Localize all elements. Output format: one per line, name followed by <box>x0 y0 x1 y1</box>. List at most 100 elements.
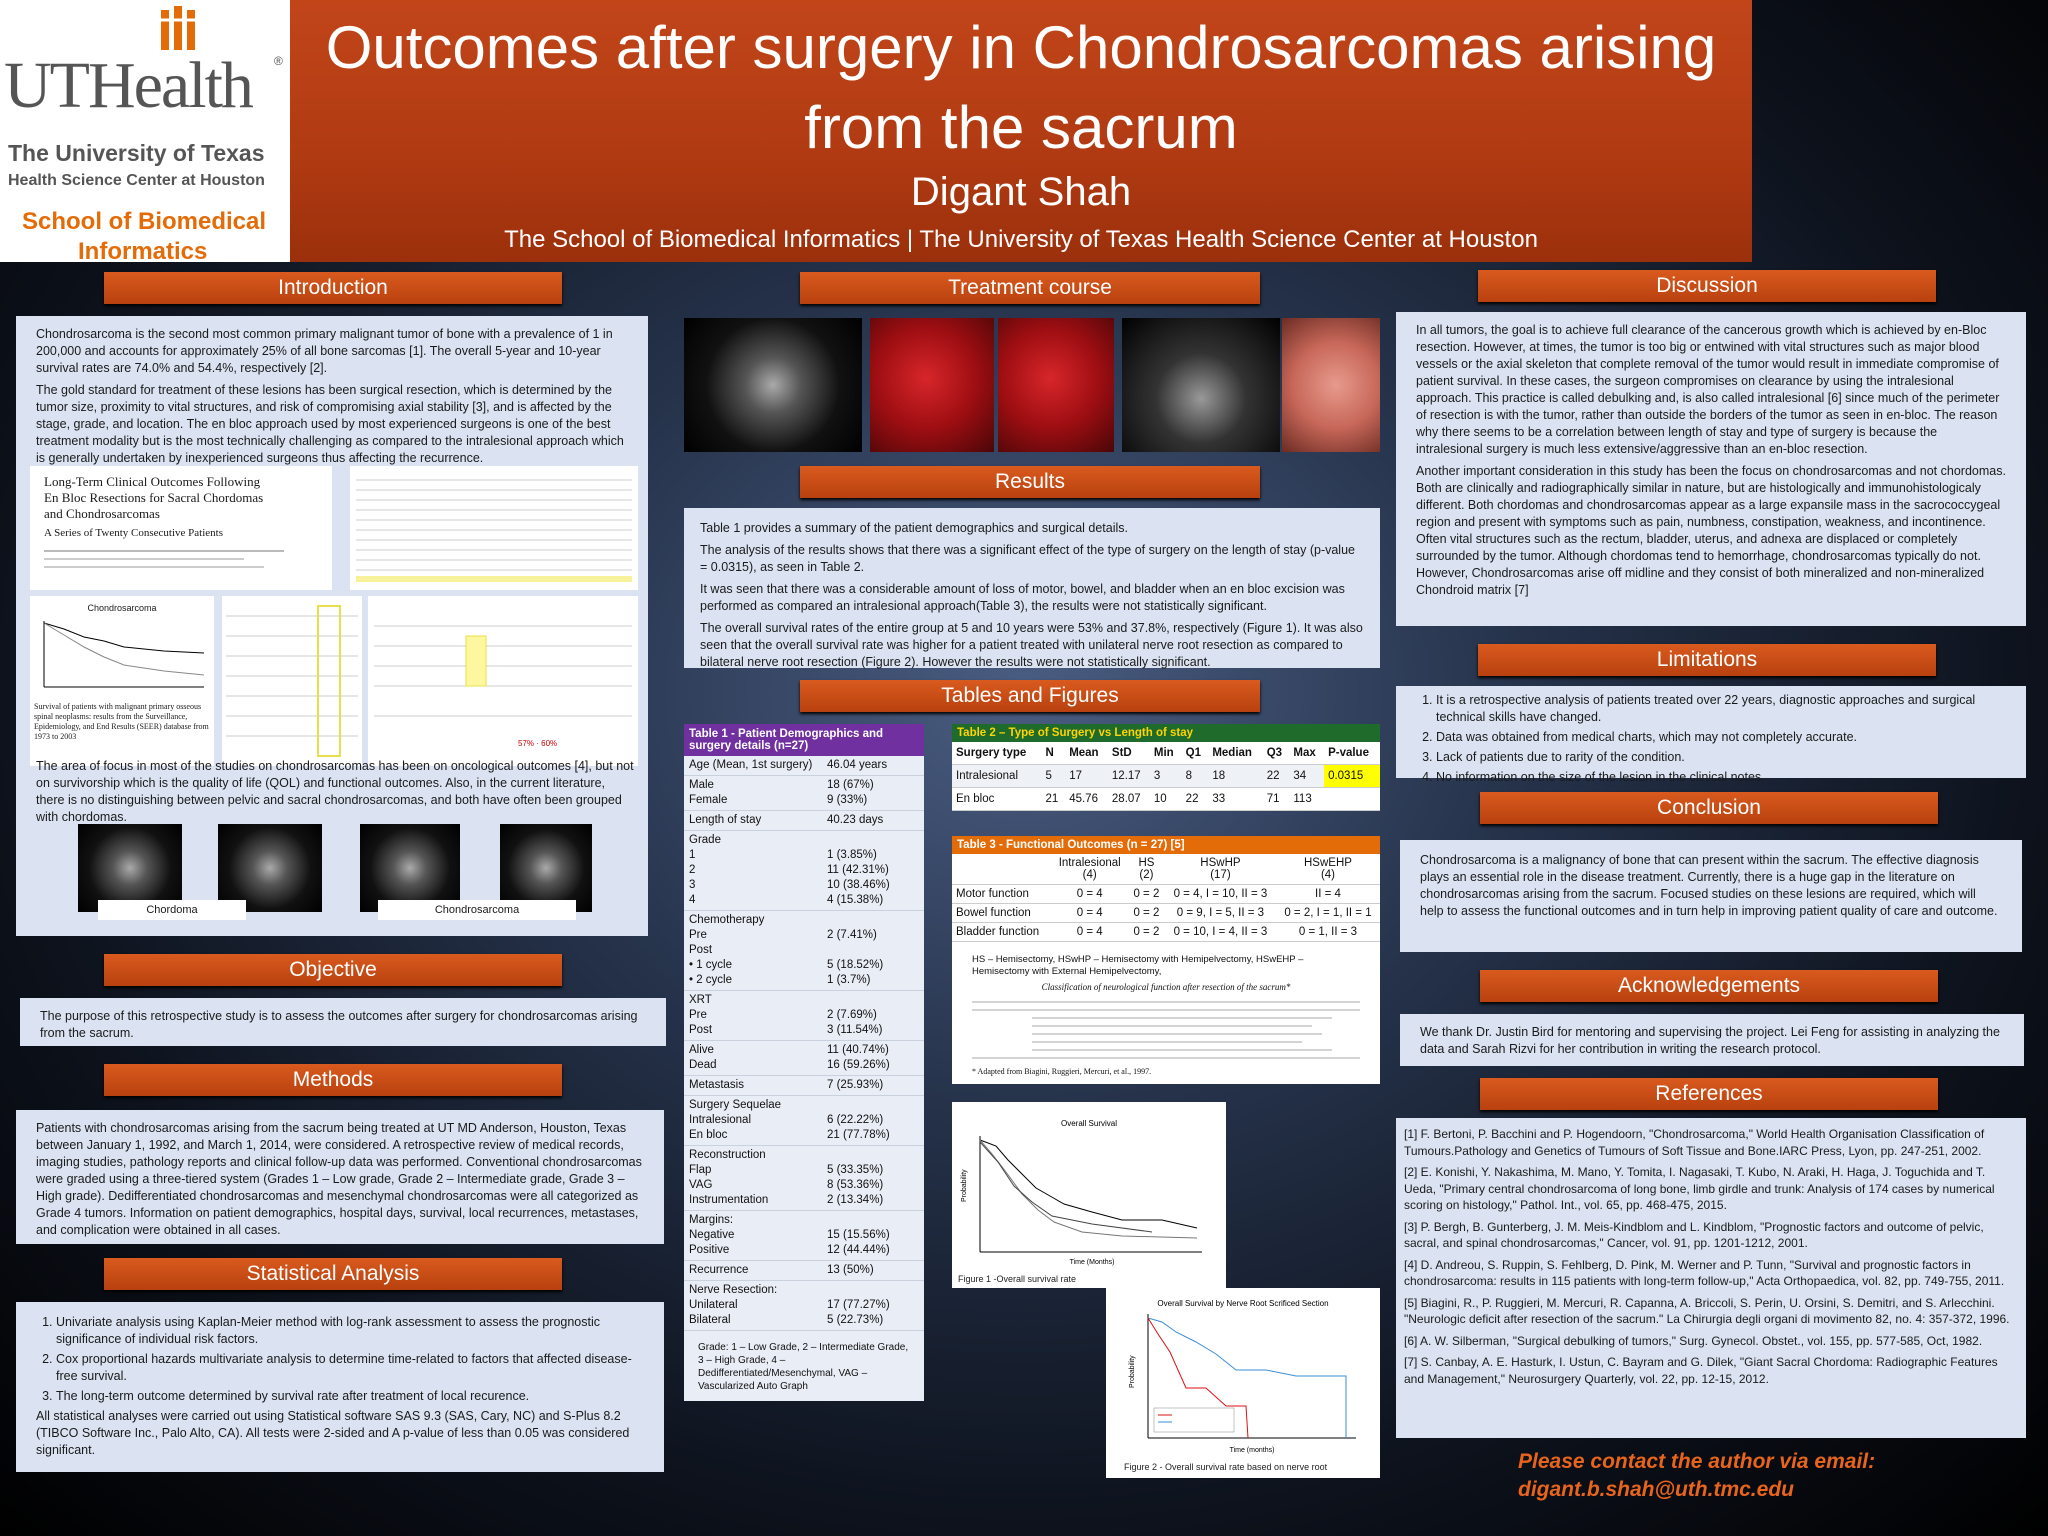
chondrosarcoma-scan-1 <box>360 824 460 912</box>
table2-cell: 0.0315 <box>1324 764 1380 788</box>
table2-header-cell: StD <box>1107 742 1150 765</box>
table1-label: Metastasis <box>684 1075 822 1096</box>
figure1-plot: Overall Survival Time (Months) Probabili… <box>961 1119 1202 1266</box>
survival-chart-title: Chondrosarcoma <box>87 603 157 613</box>
table2-cell: 8 <box>1181 764 1209 788</box>
table2-cell: 12.17 <box>1107 764 1150 788</box>
chordoma-scan-2 <box>218 824 322 912</box>
classification-table <box>952 994 1380 1067</box>
table1-label: Age (Mean, 1st surgery) <box>684 756 822 776</box>
results-p1: Table 1 provides a summary of the patien… <box>700 521 1129 535</box>
table3-cell: 0 = 10, I = 4, II = 3 <box>1164 922 1276 942</box>
table2-cell: 10 <box>1149 787 1182 811</box>
survival-chart-caption: Survival of patients with malignant prim… <box>34 702 209 741</box>
results-box: Table 1 provides a summary of the patien… <box>684 508 1380 669</box>
table3-functional-outcomes: Table 3 - Functional Outcomes (n = 27) [… <box>952 836 1380 1084</box>
table2-cell: 17 <box>1065 764 1108 788</box>
table3-body: Intralesional (4) HS (2) HSwHP (17) HSwEHP … <box>952 854 1380 942</box>
paper-table2-snippet <box>222 596 362 766</box>
reference-1: [1] F. Bertoni, P. Bacchini and P. Hogen… <box>1404 1127 1985 1158</box>
reference-7: [7] S. Canbay, A. E. Hasturk, I. Ustun, … <box>1404 1355 1998 1386</box>
table3-cell: 0 = 2, I = 1, II = 1 <box>1275 903 1380 923</box>
stat-item-2: Cox proportional hazards multivariate an… <box>56 1351 644 1385</box>
introduction-box: Chondrosarcoma is the second most common… <box>16 316 648 936</box>
table2-header-cell: Max <box>1289 742 1325 765</box>
table2-header-row: Surgery type N Mean StD Min Q1 Median Q3 Max P-va… <box>952 742 1380 765</box>
statistical-header: Statistical Analysis <box>104 1258 562 1290</box>
table1-value: 17 (77.27%) 5 (22.73%) <box>822 1280 924 1331</box>
paper-title: Long-Term Clinical Outcomes Following En… <box>44 474 264 521</box>
logo-line4: Informatics <box>78 238 208 262</box>
table1-row: Male Female 18 (67%) 9 (33%) <box>684 775 924 811</box>
contact-email[interactable]: digant.b.shah@uth.tmc.edu <box>1518 1478 1794 1501</box>
figure1-overall-survival: Overall Survival Time (Months) Probabili… <box>952 1102 1226 1288</box>
paper-snippet: Long-Term Clinical Outcomes Following En… <box>30 466 332 590</box>
discussion-header: Discussion <box>1478 270 1936 302</box>
limitations-header: Limitations <box>1478 644 1936 676</box>
table3-header-row: Intralesional (4) HS (2) HSwHP (17) HSwEHP … <box>952 854 1380 885</box>
chordoma-label: Chordoma <box>98 900 246 920</box>
figure2-caption: Figure 2 - Overall survival rate based o… <box>1124 1462 1328 1472</box>
table2-header-cell: Mean <box>1065 742 1108 765</box>
reference-3: [3] P. Bergh, B. Gunterberg, J. M. Meis-… <box>1404 1219 1984 1251</box>
table2-surgery-vs-stay: Table 2 – Type of Surgery vs Length of s… <box>952 724 1380 811</box>
table1-value: 40.23 days <box>822 810 924 831</box>
table2-cell: 45.76 <box>1065 787 1108 811</box>
treatment-header: Treatment course <box>800 272 1260 304</box>
table2-cell: 34 <box>1289 764 1325 788</box>
table2-cell: 28.07 <box>1107 787 1150 811</box>
chondrosarcoma-survival-chart: Chondrosarcoma Survival of patients with… <box>30 596 214 766</box>
table3-cell: 0 = 4 <box>1051 922 1128 942</box>
table3-cell: 0 = 4 <box>1051 884 1128 904</box>
table3-cell: 0 = 2 <box>1127 903 1165 923</box>
figure2-plot: Overall Survival by Nerve Root Scrificed… <box>1129 1299 1356 1454</box>
limitation-1: It is a retrospective analysis of patien… <box>1436 692 2006 726</box>
table1-label: Alive Dead <box>684 1040 822 1076</box>
table1-label: Male Female <box>684 775 822 811</box>
table1-row: Recurrence 13 (50%) <box>684 1260 924 1281</box>
limitations-list: It is a retrospective analysis of patien… <box>1436 692 2006 786</box>
surgical-specimen-image <box>870 318 994 452</box>
table3-header-cell: Intralesional (4) <box>1051 854 1128 885</box>
table1-label: Margins: Negative Positive <box>684 1210 822 1261</box>
stat-paragraph: All statistical analyses were carried ou… <box>36 1409 630 1457</box>
poster-title: Outcomes after surgery in Chondrosarcoma… <box>290 8 1752 168</box>
table1-row: XRT Pre Post 2 (7.69%) 3 (11.54%) <box>684 990 924 1041</box>
table1-row: Metastasis 7 (25.93%) <box>684 1075 924 1096</box>
results-header: Results <box>800 466 1260 498</box>
uthealth-logo: UTHealth ® The University of Texas Healt… <box>0 0 290 262</box>
table3-header-cell: HSwHP (17) <box>1164 854 1276 885</box>
logo-line2: Health Science Center at Houston <box>8 172 265 189</box>
objective-header: Objective <box>104 954 562 986</box>
figure1-title: Overall Survival <box>1061 1119 1117 1128</box>
table1-value: 13 (50%) <box>822 1260 924 1281</box>
results-p3: It was seen that there was a considerabl… <box>700 582 1345 613</box>
table1-label: Reconstruction Flap VAG Instrumentation <box>684 1145 822 1211</box>
intro-p3: The area of focus in most of the studies… <box>36 759 634 824</box>
discussion-box: In all tumors, the goal is to achieve fu… <box>1396 312 2026 626</box>
classification-note: * Adapted from Biagini, Ruggieri, Mercur… <box>972 1067 1152 1076</box>
references-header: References <box>1480 1078 1938 1110</box>
table3-header-cell: HSwEHP (4) <box>1275 854 1380 885</box>
table1-row: Grade 1 2 3 4 1 (3.85%) 11 (42.31%) 10 (… <box>684 830 924 911</box>
table1-label: Length of stay <box>684 810 822 831</box>
limitation-4: No information on the size of the lesion… <box>1436 769 2006 786</box>
table1-value: 2 (7.41%) 5 (18.52%) 1 (3.7%) <box>822 910 924 991</box>
intro-p1: Chondrosarcoma is the second most common… <box>36 327 613 375</box>
tumor-resection-image <box>998 318 1114 452</box>
logo-brand: UTHealth <box>4 49 254 122</box>
figure1-ylabel: Probability <box>961 1169 968 1202</box>
table3-cell: II = 4 <box>1275 884 1380 904</box>
svg-text:57% · 60%: 57% · 60% <box>518 739 557 748</box>
table2-cell: 113 <box>1289 787 1325 811</box>
introduction-header: Introduction <box>104 272 562 304</box>
table3-cell: Bowel function <box>952 903 1052 923</box>
sacral-mass-photo <box>1282 318 1380 452</box>
methods-header: Methods <box>104 1064 562 1096</box>
paper-subtitle: A Series of Twenty Consecutive Patients <box>44 527 223 539</box>
table1-body: Age (Mean, 1st surgery) 46.04 years Male F… <box>684 756 924 1331</box>
chordoma-scan-1 <box>78 824 182 912</box>
table1-value: 18 (67%) 9 (33%) <box>822 775 924 811</box>
discussion-p2: Another important consideration in this … <box>1416 464 2006 597</box>
table1-label: Nerve Resection: Unilateral Bilateral <box>684 1280 822 1331</box>
